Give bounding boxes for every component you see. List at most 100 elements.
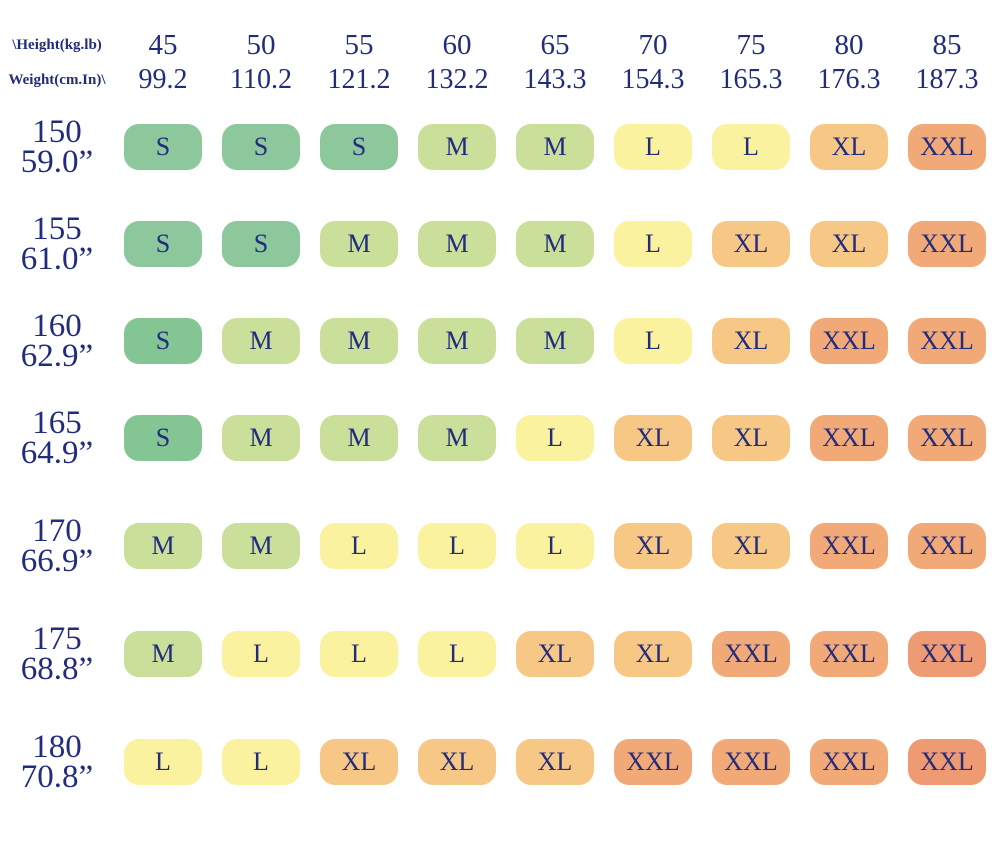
size-badge: L: [222, 738, 300, 785]
row-header: 170 66.9”: [0, 512, 114, 579]
size-badge: XXL: [908, 630, 986, 677]
table-cell: L: [212, 738, 310, 785]
height-cm-value: 150: [32, 113, 82, 150]
table-row: 180 70.8” L L XL XL XL XXL XXL XXL XXL: [0, 713, 1000, 810]
size-badge: XL: [516, 738, 594, 785]
table-cell: XXL: [702, 630, 800, 677]
table-row: 165 64.9” S M M M L XL XL XXL XXL: [0, 389, 1000, 486]
height-in-value: 66.9”: [20, 542, 94, 579]
size-badge: M: [418, 317, 496, 364]
weight-lb-value: 99.2: [138, 64, 188, 95]
height-cm-value: 165: [32, 404, 82, 441]
size-badge: M: [320, 220, 398, 267]
size-badge: XL: [712, 414, 790, 461]
size-badge: XXL: [908, 738, 986, 785]
column-header: 55 121.2: [310, 28, 408, 98]
table-cell: XL: [604, 630, 702, 677]
table-cell: S: [310, 123, 408, 170]
size-badge: XXL: [908, 522, 986, 569]
height-in-value: 62.9”: [20, 337, 94, 374]
table-cell: XL: [702, 522, 800, 569]
corner-label: \Height(kg.lb) Weight(cm.In)\: [0, 28, 114, 98]
size-badge: L: [516, 522, 594, 569]
column-header: 60 132.2: [408, 28, 506, 98]
size-badge: M: [418, 123, 496, 170]
table-cell: XL: [702, 220, 800, 267]
table-cell: M: [212, 414, 310, 461]
table-cell: XXL: [898, 123, 996, 170]
row-header: 165 64.9”: [0, 404, 114, 469]
size-badge: M: [320, 414, 398, 461]
table-cell: XXL: [800, 414, 898, 461]
table-cell: M: [408, 317, 506, 364]
size-badge: XXL: [712, 738, 790, 785]
size-badge: XL: [712, 220, 790, 267]
table-cell: L: [310, 522, 408, 569]
size-badge: S: [124, 220, 202, 267]
table-cell: XXL: [898, 414, 996, 461]
row-header: 155 61.0”: [0, 212, 114, 277]
height-cm-value: 170: [32, 512, 82, 549]
column-header: 70 154.3: [604, 28, 702, 98]
table-cell: XXL: [800, 522, 898, 569]
weight-kg-value: 55: [344, 29, 374, 61]
table-cell: M: [310, 317, 408, 364]
weight-lb-value: 176.3: [817, 64, 881, 95]
size-badge: M: [516, 317, 594, 364]
size-badge: L: [516, 414, 594, 461]
height-in-value: 61.0”: [20, 240, 94, 277]
table-cell: S: [114, 414, 212, 461]
table-cell: XXL: [898, 220, 996, 267]
weight-lb-value: 121.2: [327, 64, 391, 95]
weight-kg-value: 75: [736, 29, 766, 61]
table-cell: XL: [800, 123, 898, 170]
row-header: 150 59.0”: [0, 113, 114, 180]
size-badge: S: [320, 123, 398, 170]
weight-kg-value: 85: [932, 29, 962, 61]
height-in-value: 59.0”: [20, 143, 94, 180]
table-cell: M: [212, 317, 310, 364]
size-badge: XL: [418, 738, 496, 785]
table-cell: XL: [506, 630, 604, 677]
table-cell: S: [114, 220, 212, 267]
table-cell: XXL: [898, 738, 996, 785]
row-header: 175 68.8”: [0, 620, 114, 685]
size-badge: M: [418, 414, 496, 461]
size-badge: M: [516, 123, 594, 170]
size-badge: M: [418, 220, 496, 267]
table-cell: L: [114, 738, 212, 785]
weight-lb-value: 165.3: [719, 64, 783, 95]
weight-kg-value: 80: [834, 29, 864, 61]
table-cell: XXL: [800, 630, 898, 677]
size-badge: XL: [712, 522, 790, 569]
table-cell: L: [310, 630, 408, 677]
table-cell: XXL: [800, 738, 898, 785]
table-row: 160 62.9” S M M M M L XL XXL XXL: [0, 292, 1000, 389]
size-badge: XXL: [810, 317, 888, 364]
table-cell: L: [604, 123, 702, 170]
table-body: 150 59.0” S S S M M L L XL XXL 155 61.0” S S M M M L XL XL XX…: [0, 98, 1000, 810]
weight-lb-value: 110.2: [230, 64, 292, 95]
height-axis-label: \Height(kg.lb): [12, 37, 102, 53]
size-badge: M: [222, 317, 300, 364]
size-badge: L: [222, 630, 300, 677]
size-badge: XL: [712, 317, 790, 364]
size-badge: S: [222, 123, 300, 170]
table-cell: M: [408, 123, 506, 170]
size-badge: L: [418, 522, 496, 569]
weight-lb-value: 143.3: [523, 64, 587, 95]
table-cell: S: [114, 123, 212, 170]
table-cell: M: [310, 414, 408, 461]
size-badge: S: [124, 317, 202, 364]
size-badge: S: [222, 220, 300, 267]
size-badge: XL: [614, 522, 692, 569]
height-cm-value: 175: [32, 620, 82, 657]
weight-lb-value: 132.2: [425, 64, 489, 95]
table-cell: S: [212, 220, 310, 267]
size-badge: M: [516, 220, 594, 267]
table-cell: XXL: [898, 522, 996, 569]
table-row: 155 61.0” S S M M M L XL XL XXL: [0, 195, 1000, 292]
height-in-value: 70.8”: [20, 758, 94, 795]
table-cell: XL: [408, 738, 506, 785]
size-badge: L: [614, 317, 692, 364]
